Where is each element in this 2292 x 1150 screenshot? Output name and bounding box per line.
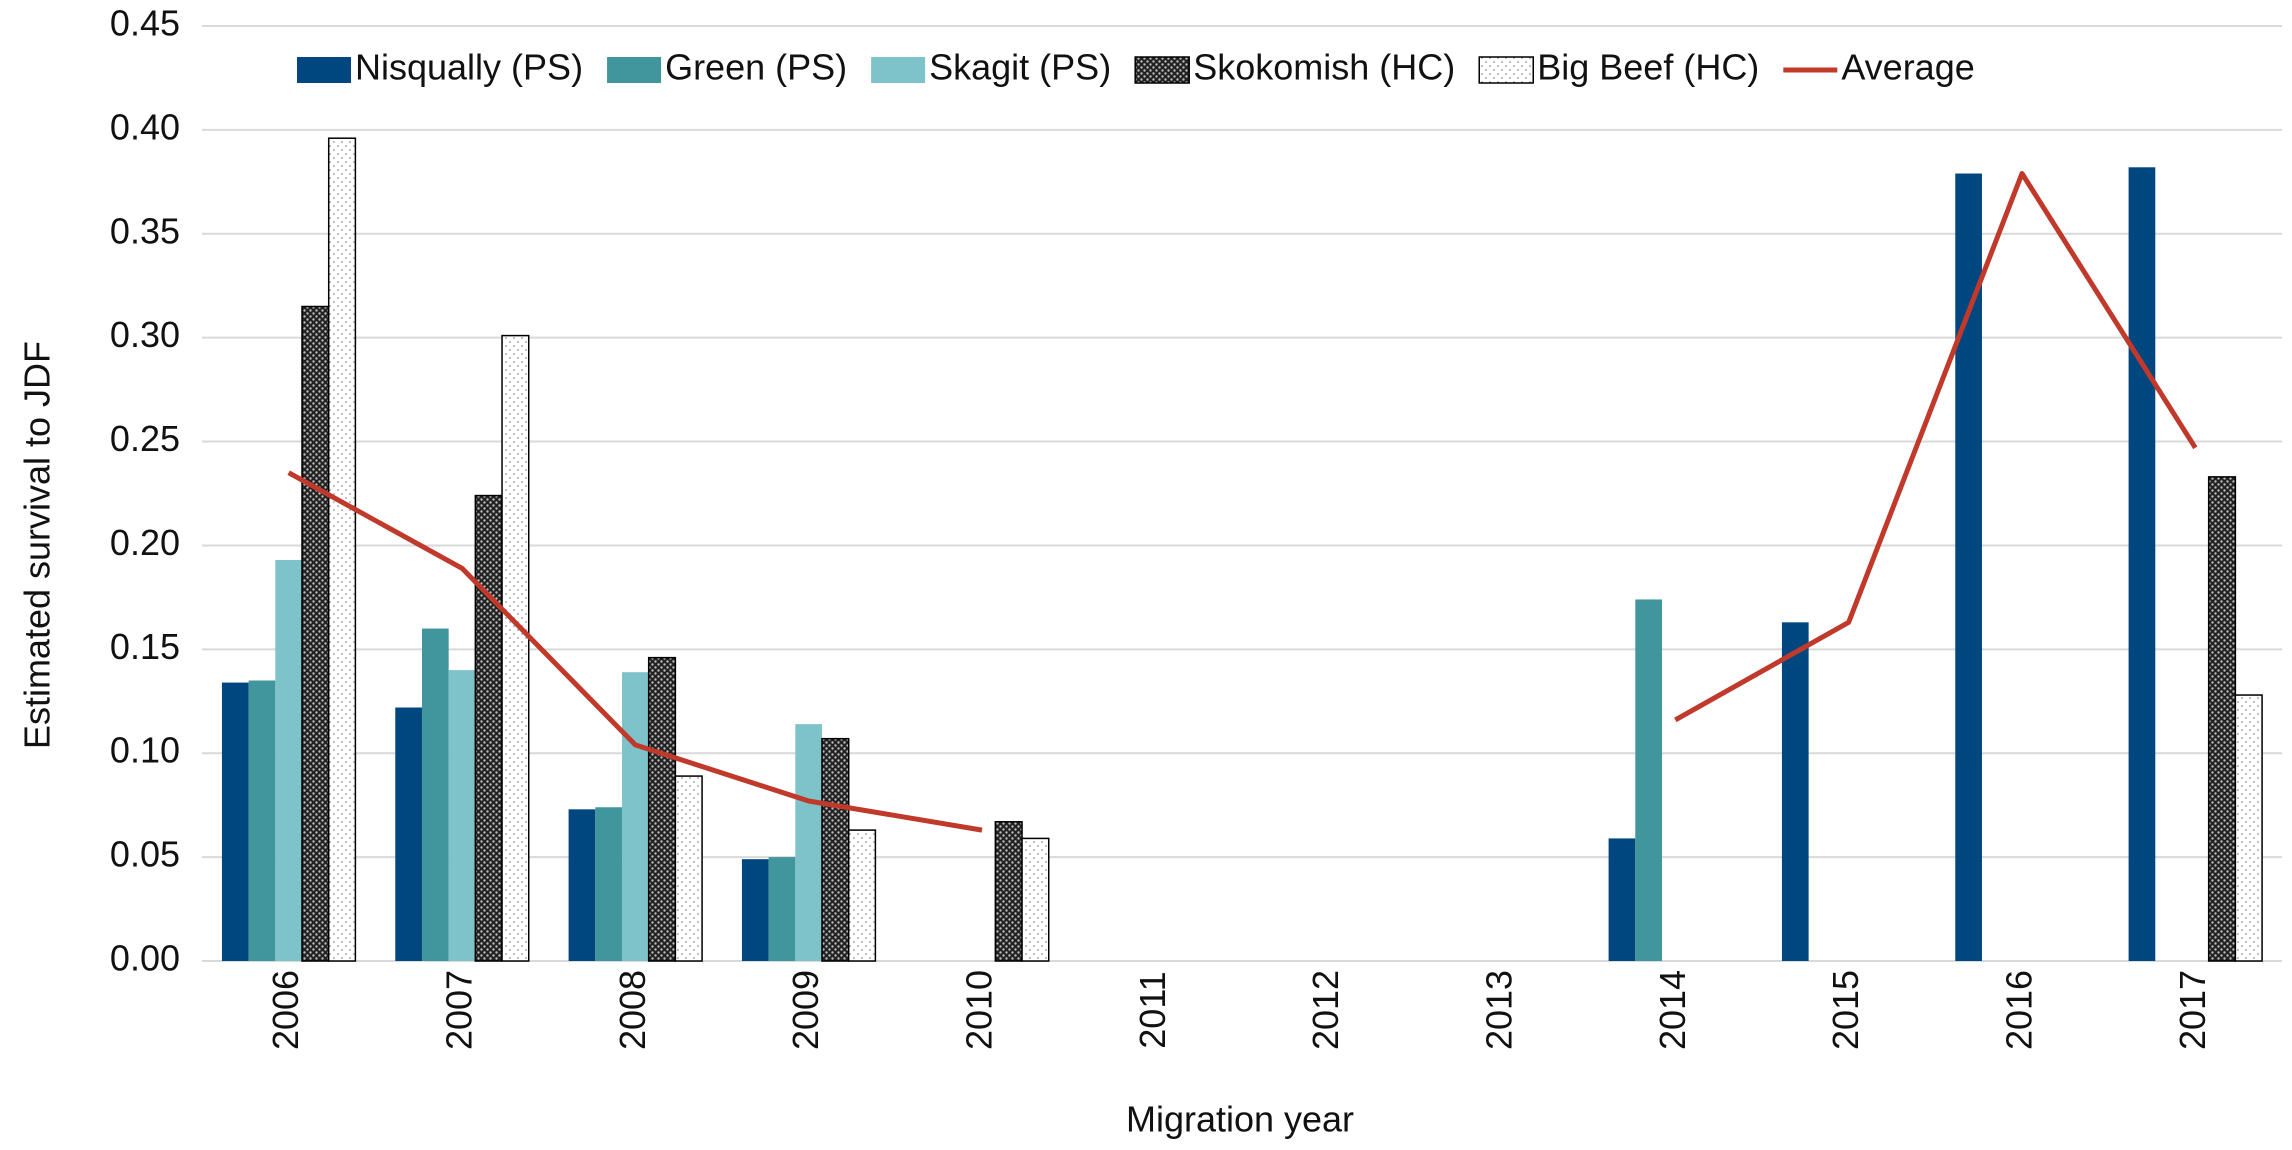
legend-label: Big Beef (HC) bbox=[1537, 47, 1759, 88]
bar bbox=[395, 707, 422, 961]
bar bbox=[568, 809, 596, 961]
x-tick-label: 2007 bbox=[439, 970, 480, 1050]
bar bbox=[647, 656, 677, 962]
bar bbox=[821, 737, 850, 962]
legend-swatch bbox=[871, 57, 926, 83]
y-tick-label: 0.40 bbox=[110, 106, 180, 147]
x-tick-label: 2014 bbox=[1652, 970, 1693, 1050]
bar bbox=[421, 628, 449, 961]
average-line bbox=[287, 171, 2198, 833]
x-tick-label: 2009 bbox=[785, 970, 826, 1050]
bar bbox=[795, 724, 823, 961]
bar bbox=[1781, 622, 1809, 961]
bar bbox=[221, 682, 249, 961]
legend-label: Green (PS) bbox=[665, 47, 847, 88]
y-tick-label: 0.35 bbox=[110, 210, 180, 251]
bar bbox=[2234, 694, 2263, 962]
y-tick-label: 0.45 bbox=[110, 3, 180, 44]
bar bbox=[1608, 838, 1636, 961]
y-tick-label: 0.15 bbox=[110, 626, 180, 667]
bar bbox=[847, 829, 877, 962]
y-tick-label: 0.10 bbox=[110, 730, 180, 771]
legend-label: Skokomish (HC) bbox=[1193, 47, 1455, 88]
bar bbox=[2128, 167, 2156, 962]
legend-swatch bbox=[297, 57, 351, 83]
x-tick-label: 2008 bbox=[612, 970, 653, 1050]
bar bbox=[741, 859, 769, 961]
bar bbox=[1635, 599, 1662, 961]
legend-swatch bbox=[1134, 56, 1190, 84]
x-tick-label: 2006 bbox=[265, 970, 306, 1050]
bar bbox=[501, 334, 530, 962]
bar bbox=[674, 775, 703, 962]
x-tick-label: 2017 bbox=[2172, 970, 2213, 1050]
bar bbox=[448, 670, 476, 961]
y-tick-label: 0.00 bbox=[110, 938, 180, 979]
bar bbox=[1021, 837, 1050, 962]
y-tick-label: 0.05 bbox=[110, 834, 180, 875]
x-tick-label: 2012 bbox=[1305, 970, 1346, 1050]
y-tick-label: 0.20 bbox=[110, 522, 180, 563]
bar bbox=[2207, 476, 2237, 962]
legend-label: Nisqually (PS) bbox=[355, 47, 583, 88]
bar bbox=[994, 821, 1023, 962]
x-tick-label: 2010 bbox=[959, 970, 1000, 1050]
legend-label: Skagit (PS) bbox=[929, 47, 1111, 88]
x-tick-label: 2015 bbox=[1825, 970, 1866, 1050]
legend-swatch bbox=[1478, 56, 1534, 84]
bar bbox=[768, 857, 796, 961]
legend-swatch bbox=[607, 57, 662, 83]
bar bbox=[327, 137, 357, 962]
bar bbox=[275, 559, 303, 961]
bar bbox=[474, 494, 503, 962]
y-tick-label: 0.25 bbox=[110, 418, 180, 459]
bar bbox=[248, 680, 276, 961]
bar bbox=[621, 672, 649, 961]
y-axis-title: Estimated survival to JDF bbox=[17, 341, 58, 749]
x-tick-label: 2011 bbox=[1132, 971, 1173, 1048]
x-tick-label: 2013 bbox=[1479, 970, 1520, 1050]
bar bbox=[595, 807, 622, 961]
legend-label: Average bbox=[1841, 47, 1974, 88]
x-tick-label: 2016 bbox=[1999, 970, 2040, 1050]
bar bbox=[1955, 173, 1982, 961]
bar bbox=[301, 305, 330, 962]
y-tick-label: 0.30 bbox=[110, 314, 180, 355]
x-axis-title: Migration year bbox=[1126, 1099, 1354, 1140]
